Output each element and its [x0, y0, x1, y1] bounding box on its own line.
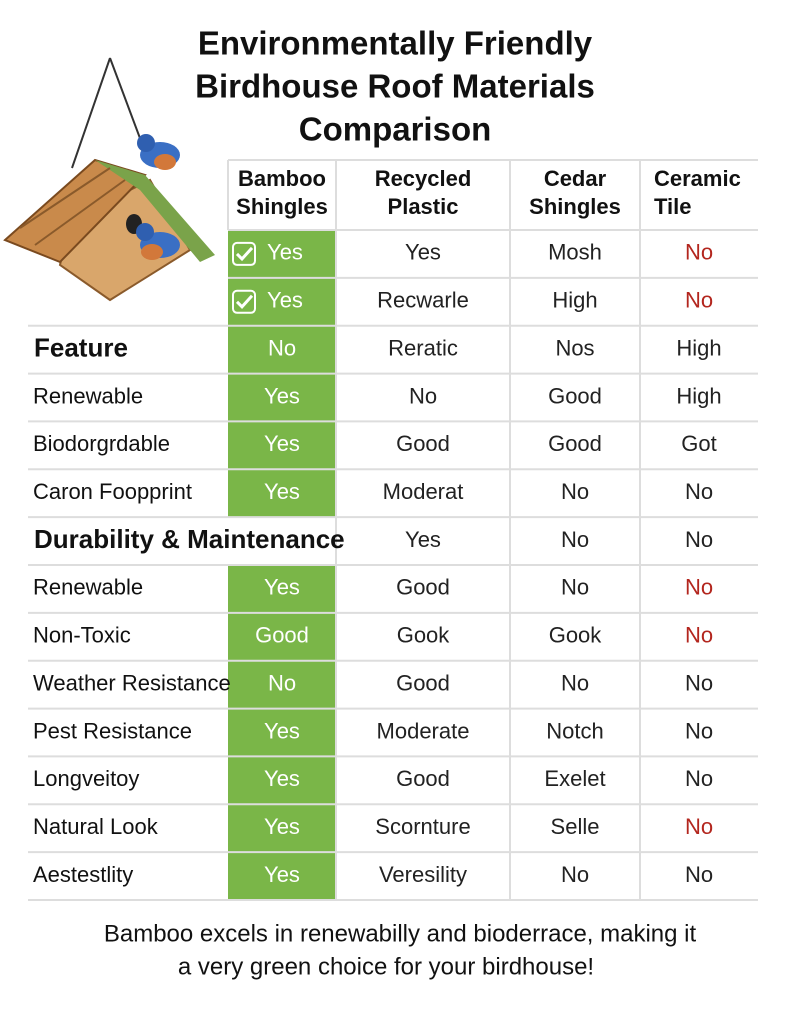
cell-value: Good: [396, 670, 450, 695]
cell-value: Yes: [264, 383, 300, 408]
cell-value: Yes: [264, 862, 300, 887]
highlight-cell: [228, 325, 336, 374]
section-label: Feature: [34, 333, 128, 363]
cell-value: Notch: [546, 718, 603, 743]
cell-value: Reratic: [388, 335, 458, 360]
cell-value: No: [561, 527, 589, 552]
cell-value: Yes: [264, 479, 300, 504]
cell-value: Good: [255, 623, 309, 648]
cell-value: Yes: [267, 240, 303, 265]
column-header: Ceramic: [654, 166, 741, 191]
cell-value: Gook: [397, 623, 451, 648]
checkmark: [235, 294, 254, 309]
cell-value: Yes: [264, 575, 300, 600]
row-label: Biodorgrdable: [33, 431, 170, 456]
cell-value: No: [561, 479, 589, 504]
column-header: Plastic: [388, 194, 459, 219]
cell-value: Yes: [264, 431, 300, 456]
row-label: Weather Resistance: [33, 670, 231, 695]
row-label: Aestestlity: [33, 862, 133, 887]
column-header: Shingles: [236, 194, 328, 219]
column-header: Tile: [654, 194, 692, 219]
highlight-cell: [228, 612, 336, 661]
cell-value: High: [552, 288, 597, 313]
highlight-cell: [228, 756, 336, 805]
cell-value: No: [685, 240, 713, 265]
cell-value: Good: [548, 431, 602, 456]
cell-value: No: [685, 718, 713, 743]
row-label: Natural Look: [33, 814, 159, 839]
cell-value: No: [685, 814, 713, 839]
cell-value: Good: [396, 766, 450, 791]
checkbox-icon: [232, 241, 256, 266]
cell-value: Mosh: [548, 240, 602, 265]
cell-value: Yes: [264, 718, 300, 743]
highlight-cell: [228, 852, 336, 900]
highlight-cell: [228, 469, 336, 518]
cell-value: No: [685, 575, 713, 600]
highlight-cell: [228, 373, 336, 422]
cell-value: Nos: [555, 335, 594, 360]
footer-text: Bamboo excels in renewabilly and bioderr…: [104, 920, 697, 947]
highlight-cell: [228, 565, 336, 613]
title-line: Comparison: [299, 111, 492, 148]
checkmark: [235, 246, 254, 262]
cell-value: No: [268, 335, 296, 360]
cell-value: No: [685, 670, 713, 695]
highlight-cell: [228, 708, 336, 757]
row-label: Renewable: [33, 383, 143, 408]
cell-value: Scornture: [375, 814, 470, 839]
row-label: Longveitoy: [33, 766, 139, 791]
cell-value: No: [561, 575, 589, 600]
birdhouse-illustration: [3, 57, 215, 302]
cell-value: No: [685, 288, 713, 313]
cell-value: Moderate: [377, 718, 470, 743]
footer-text: a very green choice for your birdhouse!: [178, 953, 594, 980]
cell-value: Recwarle: [377, 288, 469, 313]
row-label: Pest Resistance: [33, 718, 192, 743]
column-header: Recycled: [375, 166, 472, 191]
cell-value: Yes: [405, 240, 441, 265]
cell-value: No: [268, 670, 296, 695]
column-header: Shingles: [529, 194, 621, 219]
cell-value: No: [561, 862, 589, 887]
cell-value: No: [685, 527, 713, 552]
cell-value: Yes: [264, 766, 300, 791]
column-header: Cedar: [544, 166, 607, 191]
row-label: Renewable: [33, 575, 143, 600]
title-line: Environmentally Friendly: [198, 25, 593, 62]
cell-value: Yes: [264, 814, 300, 839]
highlight-cell: [228, 804, 336, 853]
cell-value: Selle: [551, 814, 600, 839]
cell-value: No: [685, 862, 713, 887]
cell-value: Gook: [549, 623, 603, 648]
cell-value: Moderat: [383, 479, 464, 504]
row-label: Caron Foopprint: [33, 479, 192, 504]
cell-value: No: [561, 670, 589, 695]
cell-value: Good: [396, 575, 450, 600]
cell-value: High: [676, 383, 721, 408]
highlight-cell: [228, 660, 336, 709]
row-label: Non-Toxic: [33, 623, 131, 648]
highlight-cell: [228, 421, 336, 470]
title-line: Birdhouse Roof Materials: [195, 68, 595, 105]
checkbox-icon: [232, 289, 256, 314]
cell-value: Got: [681, 431, 716, 456]
cell-value: No: [685, 766, 713, 791]
cell-value: High: [676, 335, 721, 360]
cell-value: Veresility: [379, 862, 467, 887]
cell-value: No: [409, 383, 437, 408]
cell-value: Good: [396, 431, 450, 456]
cell-value: Yes: [405, 527, 441, 552]
cell-value: Exelet: [544, 766, 605, 791]
cell-value: Good: [548, 383, 602, 408]
section-label: Durability & Maintenance: [34, 524, 345, 554]
column-header: Bamboo: [238, 166, 326, 191]
cell-value: Yes: [267, 288, 303, 313]
cell-value: No: [685, 623, 713, 648]
cell-value: No: [685, 479, 713, 504]
